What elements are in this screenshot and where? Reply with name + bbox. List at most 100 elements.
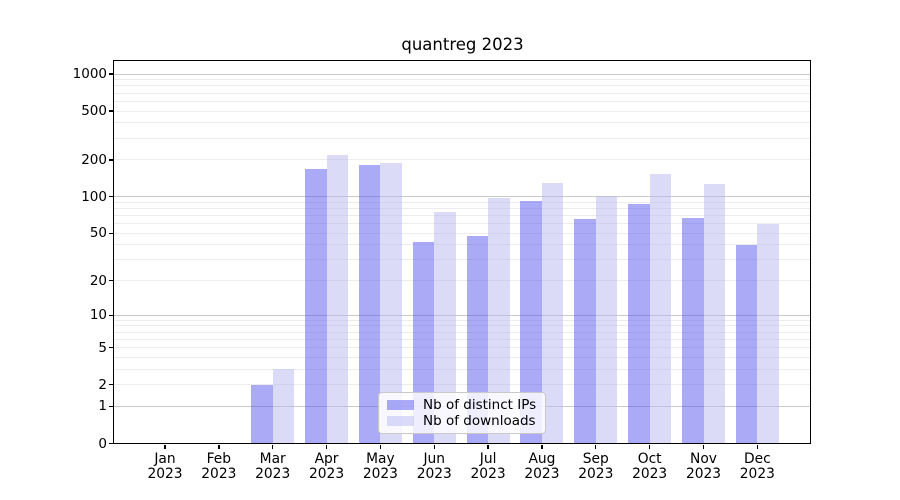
x-tick-label-apr: Apr 2023 (308, 451, 345, 482)
x-tick-may (379, 444, 382, 450)
x-tick-label-jun: Jun 2023 (416, 451, 452, 482)
gridline-minor-90 (113, 201, 811, 203)
gridline-minor-900 (113, 79, 811, 81)
y-tick-label-50: 50 (89, 225, 107, 242)
x-tick-dec (756, 444, 759, 450)
bar-ips-apr (305, 168, 327, 444)
legend-item-distinct-ips: Nb of distinct IPs (387, 397, 537, 413)
x-tick-label-may: May 2023 (362, 451, 398, 482)
bar-downloads-nov (703, 183, 725, 444)
bar-downloads-oct (649, 174, 672, 444)
y-tick-10 (109, 314, 114, 316)
y-tick-5 (109, 346, 114, 349)
x-tick-label-nov: Nov 2023 (685, 451, 722, 482)
bar-downloads-sep (595, 196, 618, 444)
gridline-minor-60 (113, 223, 811, 225)
x-tick-sep (595, 444, 597, 450)
y-tick-label-20: 20 (89, 272, 107, 289)
gridline-minor-70 (113, 215, 811, 217)
gridline-minor-9 (113, 319, 811, 321)
x-tick-jan (164, 444, 166, 450)
gridline-minor-200 (113, 159, 811, 161)
legend-swatch-distinct-ips (387, 399, 414, 411)
gridline-minor-2 (113, 384, 811, 386)
gridline-minor-40 (113, 244, 811, 246)
gridline-major-100 (113, 196, 811, 198)
bar-downloads-jun (434, 211, 456, 444)
x-tick-jul (487, 444, 489, 450)
gridline-minor-5 (113, 347, 811, 349)
bar-ips-jul (466, 236, 489, 444)
gridline-minor-50 (113, 232, 811, 234)
bar-downloads-aug (541, 182, 564, 444)
y-tick-0 (109, 442, 114, 445)
gridline-minor-400 (113, 122, 811, 124)
y-tick-50 (109, 232, 114, 234)
y-tick-label-1000: 1000 (72, 66, 107, 82)
x-tick-feb (218, 444, 220, 450)
x-tick-mar (272, 444, 274, 450)
gridline-minor-600 (113, 100, 811, 102)
chart-title: quantreg 2023 (401, 35, 524, 54)
bar-ips-may (358, 165, 381, 444)
x-tick-label-feb: Feb 2023 (201, 451, 237, 482)
x-tick-apr (325, 444, 328, 450)
legend-label-distinct-ips: Nb of distinct IPs (423, 397, 537, 413)
gridline-major-1000 (113, 73, 811, 75)
y-tick-20 (109, 279, 114, 282)
x-tick-label-dec: Dec 2023 (739, 451, 775, 482)
legend-item-downloads: Nb of downloads (387, 413, 537, 429)
x-tick-label-oct: Oct 2023 (632, 451, 668, 482)
legend-label-downloads: Nb of downloads (423, 413, 536, 429)
x-tick-aug (541, 444, 543, 450)
bar-downloads-apr (326, 154, 349, 444)
y-tick-1 (109, 405, 114, 408)
bar-downloads-dec (757, 223, 779, 444)
gridline-minor-20 (113, 280, 811, 282)
bar-ips-mar (251, 384, 273, 444)
y-tick-label-5: 5 (98, 339, 107, 356)
gridline-minor-3 (113, 368, 811, 370)
x-tick-label-sep: Sep 2023 (578, 451, 614, 482)
y-tick-label-2: 2 (98, 376, 107, 393)
y-tick-label-1: 1 (98, 398, 107, 415)
y-tick-200 (109, 159, 114, 161)
bar-ips-oct (628, 204, 650, 444)
bar-ips-sep (574, 218, 596, 444)
gridline-minor-30 (113, 259, 811, 261)
gridline-major-10 (113, 314, 811, 316)
gridline-minor-6 (113, 338, 811, 340)
y-tick-500 (109, 110, 114, 112)
gridline-minor-80 (113, 207, 811, 209)
gridline-minor-500 (113, 110, 811, 112)
bar-ips-nov (682, 217, 704, 444)
y-tick-1000 (109, 73, 114, 75)
legend: Nb of distinct IPs Nb of downloads (378, 392, 546, 434)
y-tick-label-10: 10 (89, 307, 107, 324)
x-tick-label-aug: Aug 2023 (524, 451, 560, 482)
gridline-minor-8 (113, 325, 811, 327)
y-tick-label-100: 100 (81, 188, 107, 205)
x-tick-jun (433, 444, 435, 450)
x-tick-label-mar: Mar 2023 (255, 451, 291, 482)
y-tick-100 (109, 195, 114, 198)
gridline-minor-300 (113, 137, 811, 139)
gridline-minor-4 (113, 356, 811, 358)
y-tick-label-500: 500 (81, 103, 107, 120)
bar-downloads-may (380, 162, 402, 444)
gridline-minor-7 (113, 331, 811, 333)
gridline-minor-700 (113, 92, 811, 94)
x-tick-label-jul: Jul 2023 (470, 451, 506, 482)
bar-ips-aug (520, 200, 542, 444)
x-tick-oct (648, 444, 651, 450)
legend-swatch-downloads (387, 415, 414, 427)
gridline-minor-800 (113, 85, 811, 87)
bar-downloads-jul (488, 197, 510, 444)
y-tick-label-200: 200 (81, 151, 107, 168)
x-tick-label-jan: Jan 2023 (147, 451, 183, 482)
y-tick-2 (109, 384, 114, 386)
y-tick-label-0: 0 (98, 435, 107, 452)
bar-ips-dec (735, 244, 758, 444)
x-tick-nov (702, 444, 705, 450)
